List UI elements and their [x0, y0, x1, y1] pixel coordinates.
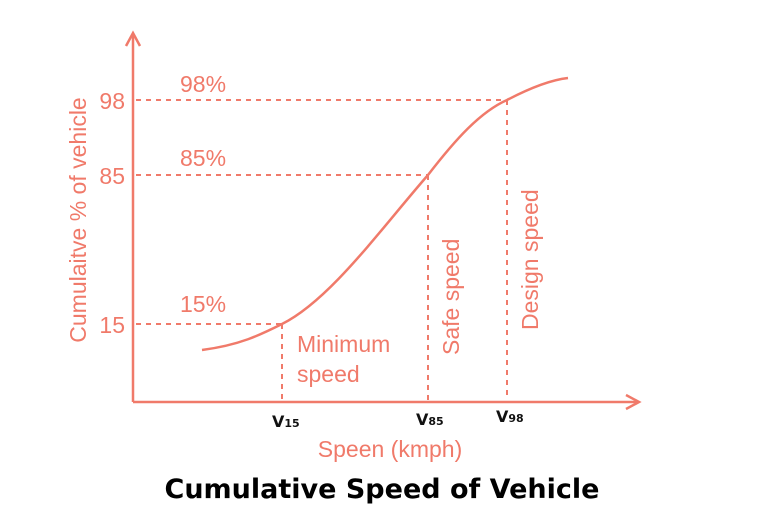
y-tick-15: 15 — [99, 312, 125, 338]
percent-label-15: 15% — [180, 291, 226, 317]
v98-label: V98 — [496, 407, 524, 426]
minimum-speed-label-line1: Minimum — [297, 331, 390, 357]
percent-label-98: 98% — [180, 71, 226, 97]
y-axis-label: Cumulaitve % of vehicle — [65, 97, 91, 342]
v15-label: V15 — [272, 412, 300, 431]
x-axis-arrowhead — [625, 393, 642, 411]
cumulative-curve — [201, 76, 569, 352]
y-tick-85: 85 — [99, 163, 125, 189]
diagram-title: Cumulative Speed of Vehicle — [165, 474, 600, 505]
y-tick-98: 98 — [99, 88, 125, 114]
x-axis-label: Speen (kmph) — [318, 436, 462, 462]
minimum-speed-label-line2: speed — [297, 361, 360, 387]
percent-label-85: 85% — [180, 145, 226, 171]
y-axis-arrowhead — [124, 30, 142, 47]
v85-label: V85 — [416, 410, 444, 429]
design-speed-label: Design speed — [517, 189, 543, 330]
safe-speed-label: Safe speed — [438, 239, 464, 355]
